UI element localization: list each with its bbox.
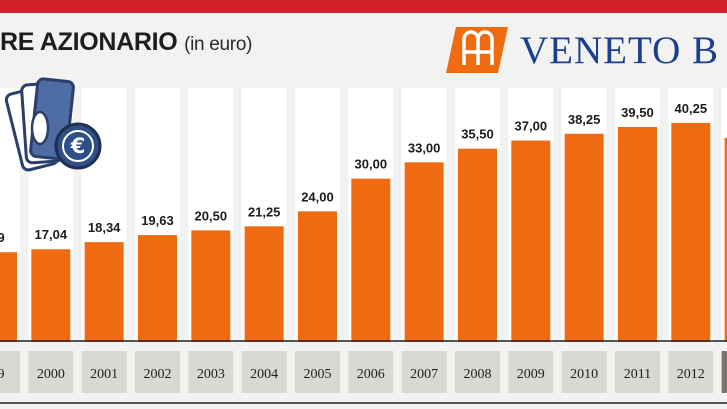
svg-text:€: € — [70, 134, 86, 158]
year-label-box — [0, 351, 20, 393]
year-label-box — [508, 351, 554, 393]
bar — [0, 252, 17, 342]
top-red-band — [0, 0, 727, 13]
year-label: 2004 — [250, 367, 278, 382]
year-label-box — [188, 351, 234, 393]
bar — [137, 235, 177, 342]
bars — [0, 122, 727, 342]
chart-title-text: RE AZIONARIO — [0, 28, 178, 56]
year-label: 2007 — [410, 367, 438, 382]
brand-header: VENETO B — [446, 22, 727, 78]
value-label: 17,04 — [35, 227, 68, 242]
bar — [457, 148, 497, 342]
bar — [351, 178, 391, 342]
year-label-box — [401, 351, 447, 393]
value-label: 35,50 — [461, 127, 494, 142]
year-label-box — [241, 351, 287, 393]
year-label-box — [348, 351, 394, 393]
year-label: 2009 — [517, 367, 545, 382]
year-label-box — [81, 351, 127, 393]
bar — [724, 137, 727, 342]
value-label: 30,00 — [355, 157, 388, 172]
value-label: 18,34 — [88, 220, 121, 235]
value-label: 39,50 — [621, 105, 654, 120]
year-label: 2006 — [357, 367, 385, 382]
year-label: 2002 — [143, 367, 171, 382]
year-label-box — [614, 351, 660, 393]
value-label: 49 — [0, 230, 5, 245]
bar — [84, 242, 124, 342]
year-label: 2011 — [624, 367, 651, 382]
money-illustration: € — [4, 77, 102, 172]
value-label: 37,00 — [515, 119, 548, 134]
year-label: 2005 — [303, 367, 331, 382]
chart-subtitle: (in euro) — [184, 34, 253, 55]
euro-coin-icon: € — [54, 122, 102, 170]
value-label: 19,63 — [141, 213, 174, 228]
bar — [404, 162, 444, 342]
chart-title: RE AZIONARIO (in euro) — [0, 28, 252, 62]
year-label-box — [454, 351, 500, 393]
value-label: 40,25 — [675, 101, 708, 116]
year-label: 2012 — [677, 367, 705, 382]
year-label-box — [561, 351, 607, 393]
year-label: 2000 — [37, 367, 65, 382]
value-labels: 49 17,04 18,34 19,63 20,50 21,25 24,00 30,00 33,… — [0, 101, 708, 245]
euro-bills-icon — [4, 77, 75, 172]
value-label: 21,25 — [248, 204, 281, 219]
year-label: 2008 — [463, 367, 491, 382]
bar — [191, 230, 231, 342]
column-bg — [721, 88, 727, 342]
year-label-box — [668, 351, 714, 393]
value-label: 38,25 — [568, 112, 601, 127]
bar — [617, 126, 657, 342]
bar — [244, 226, 284, 342]
year-label: 99 — [0, 367, 5, 382]
value-label: 20,50 — [195, 208, 228, 223]
bar — [511, 140, 551, 342]
value-label: 33,00 — [408, 140, 441, 155]
year-label-box — [134, 351, 180, 393]
bar — [671, 122, 711, 342]
logo-icon — [446, 27, 508, 73]
bar — [31, 249, 71, 342]
bar — [564, 133, 604, 342]
bar — [297, 211, 337, 342]
brand-name: VENETO B — [520, 28, 720, 72]
year-label-box — [721, 351, 727, 393]
year-label: 2003 — [197, 367, 225, 382]
year-label: 2001 — [90, 367, 118, 382]
year-labels: 99 2000 2001 2002 2003 2004 2005 2006 2007 2008 20… — [0, 351, 727, 393]
year-label: 2010 — [570, 367, 598, 382]
value-label: 24,00 — [301, 189, 334, 204]
year-label-box — [294, 351, 340, 393]
year-label-box — [28, 351, 74, 393]
